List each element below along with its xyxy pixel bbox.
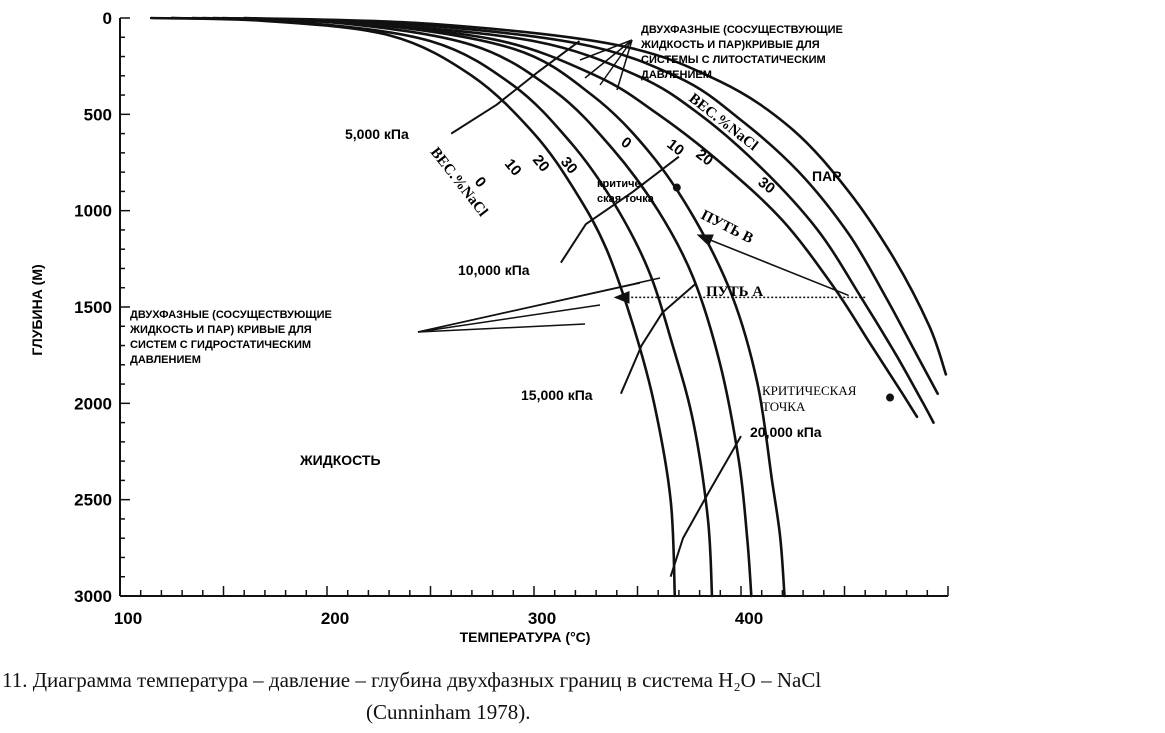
curve-number-hydro-10: 10	[501, 156, 525, 180]
svg-text:СИСТЕМЫ С ЛИТОСТАТИЧЕСКИМ: СИСТЕМЫ С ЛИТОСТАТИЧЕСКИМ	[641, 54, 826, 66]
isobar-2	[619, 283, 697, 395]
isobar-0	[450, 40, 581, 135]
figure-caption: 11. Диаграмма температура – давление – г…	[0, 668, 1165, 693]
curve-hydrostatic-0	[149, 16, 677, 598]
curve-lithostatic-20	[211, 16, 939, 395]
y-axis-label: ГЛУБИНА (М)	[29, 264, 45, 355]
tick-marks	[119, 17, 949, 597]
litho-note: ДВУХФАЗНЫЕ (СОСУЩЕСТВУЮЩИЕ ЖИДКОСТЬ И ПА…	[640, 24, 843, 81]
svg-text:ДАВЛЕНИЕМ: ДАВЛЕНИЕМ	[641, 69, 712, 81]
curve-number-litho-20: 20	[693, 146, 717, 170]
caption-line-2: (Cunninham 1978).	[366, 700, 531, 724]
y-tick-label: 500	[84, 105, 112, 124]
liquid-label: ЖИДКОСТЬ	[299, 452, 381, 468]
svg-text:КРИТИЧЕСКАЯ: КРИТИЧЕСКАЯ	[762, 383, 857, 398]
isobar-label-15000: 15,000 кПа	[521, 387, 593, 403]
caption-line-1: 11. Диаграмма температура – давление – г…	[2, 668, 822, 692]
curve-number-litho-30: 30	[755, 174, 779, 198]
curve-number-litho-10: 10	[664, 136, 688, 160]
x-tick-label: 300	[528, 609, 556, 628]
path-a-label: ПУТЬ А	[706, 284, 763, 300]
y-tick-label: 2500	[74, 491, 112, 510]
isobars	[450, 40, 742, 578]
curve-lithostatic-30	[242, 16, 948, 376]
svg-text:ДВУХФАЗНЫЕ (СОСУЩЕСТВУЮЩИЕ: ДВУХФАЗНЫЕ (СОСУЩЕСТВУЮЩИЕ	[641, 24, 843, 36]
crit-label-1: критиче- ская точка	[597, 178, 655, 205]
svg-text:критиче-: критиче-	[597, 178, 645, 190]
y-tick-label: 1000	[74, 202, 112, 221]
curve-lithostatic-10	[191, 16, 935, 424]
curve-lithostatic-0	[170, 16, 919, 419]
curve-number-litho-0: 0	[618, 134, 635, 153]
hydro-note-leaders	[417, 277, 661, 333]
x-tick-label: 100	[114, 609, 142, 628]
y-tick-label: 1500	[74, 298, 112, 317]
paths	[613, 234, 866, 304]
isobar-label-5000: 5,000 кПа	[345, 126, 409, 142]
svg-text:ЖИДКОСТЬ И ПАР) КРИВЫЕ ДЛЯ: ЖИДКОСТЬ И ПАР) КРИВЫЕ ДЛЯ	[129, 324, 312, 336]
critical-point-1	[886, 393, 895, 402]
isobar-label-10000: 10,000 кПа	[458, 262, 530, 278]
curve-hydrostatic-10	[170, 16, 714, 598]
svg-text:СИСТЕМ С ГИДРОСТАТИЧЕСКИМ: СИСТЕМ С ГИДРОСТАТИЧЕСКИМ	[130, 339, 311, 351]
x-tick-label: 200	[321, 609, 349, 628]
x-axis-label: ТЕМПЕРАТУРА (°С)	[460, 629, 591, 645]
y-tick-label: 3000	[74, 587, 112, 606]
isobar-labels: 5,000 кПа 10,000 кПа 15,000 кПа 20,000 к…	[345, 126, 822, 440]
figure-caption-line2: (Cunninham 1978).	[0, 700, 1165, 725]
isobar-3	[669, 435, 742, 578]
y-tick-label: 0	[103, 9, 112, 28]
critical-points	[672, 183, 895, 402]
litho-note-leaders	[579, 39, 633, 91]
critical-point-0	[672, 183, 681, 192]
svg-text:ТОЧКА: ТОЧКА	[762, 399, 806, 414]
vapor-label: ПАР	[812, 168, 842, 184]
curves	[149, 16, 948, 598]
isobar-label-20000: 20,000 кПа	[750, 424, 822, 440]
isobar-1	[560, 155, 680, 264]
x-tick-label: 400	[735, 609, 763, 628]
hydro-note: ДВУХФАЗНЫЕ (СОСУЩЕСТВУЮЩИЕ ЖИДКОСТЬ И ПА…	[129, 309, 332, 366]
svg-text:ская точка: ская точка	[597, 193, 655, 205]
svg-text:ДВУХФАЗНЫЕ (СОСУЩЕСТВУЮЩИЕ: ДВУХФАЗНЫЕ (СОСУЩЕСТВУЮЩИЕ	[130, 309, 332, 321]
curve-number-hydro-20: 20	[529, 152, 553, 176]
y-tick-label: 2000	[74, 394, 112, 413]
crit-label-2: КРИТИЧЕСКАЯ ТОЧКА	[762, 383, 857, 414]
curve-hydrostatic-20	[201, 16, 753, 598]
curve-numbers-hydro: 0 10 20 30	[471, 152, 581, 191]
svg-text:ДАВЛЕНИЕМ: ДАВЛЕНИЕМ	[130, 354, 201, 366]
svg-text:ЖИДКОСТЬ И ПАР)КРИВЫЕ ДЛЯ: ЖИДКОСТЬ И ПАР)КРИВЫЕ ДЛЯ	[640, 39, 820, 51]
path-line-1	[696, 234, 849, 297]
curve-number-hydro-30: 30	[557, 154, 581, 178]
